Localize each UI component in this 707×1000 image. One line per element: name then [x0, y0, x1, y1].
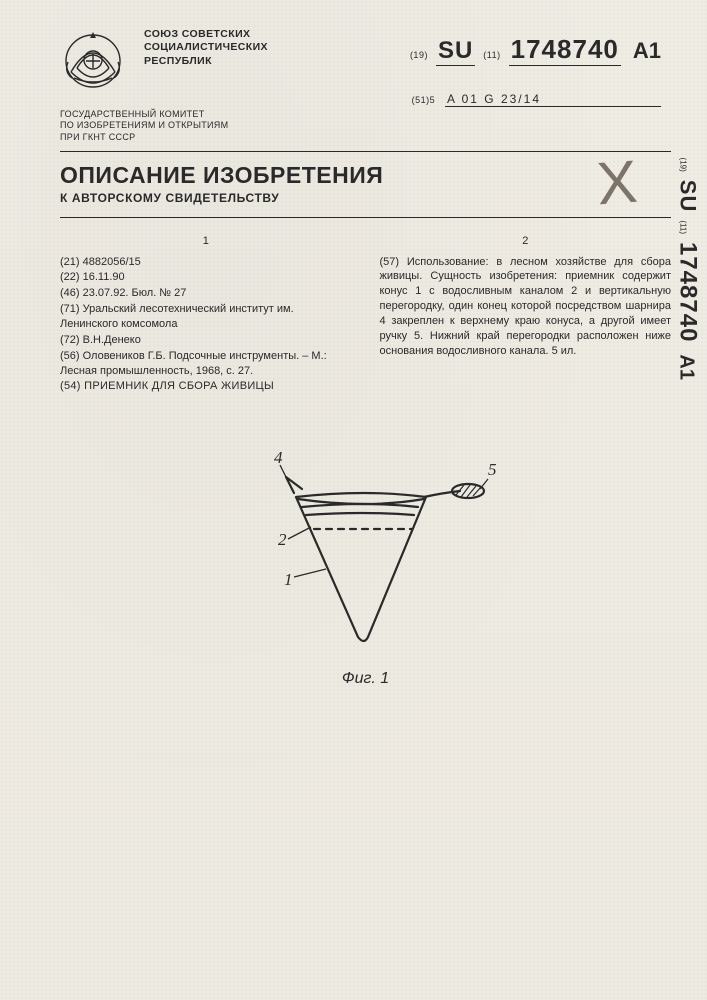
figure-1: 4 2 1 5 Фиг. 1 [60, 449, 671, 688]
field-22: (22) 16.11.90 [60, 270, 352, 285]
field-21: (21) 4882056/15 [60, 255, 352, 270]
side-pubnum: (19) SU (11) 1748740 A1 [673, 158, 701, 380]
abstract-57: (57) Использование: в лесном хозяйстве д… [380, 255, 672, 359]
fig-label-1: 1 [284, 570, 293, 589]
code-19: (19) [410, 50, 428, 60]
divider-mid [60, 217, 671, 218]
fig-label-5: 5 [488, 460, 496, 479]
country-code: SU [436, 37, 475, 66]
side-number: 1748740 [673, 242, 701, 342]
ipc-label: (51)5 [412, 95, 436, 105]
committee-name: ГОСУДАРСТВЕННЫЙ КОМИТЕТПО ИЗОБРЕТЕНИЯМ И… [60, 109, 270, 143]
side-country: SU [674, 180, 700, 213]
field-46: (46) 23.07.92. Бюл. № 27 [60, 286, 352, 301]
state-emblem [60, 28, 126, 95]
col-number-1: 1 [60, 234, 352, 249]
document-title-block: ОПИСАНИЕ ИЗОБРЕТЕНИЯ К АВТОРСКОМУ СВИДЕТ… [60, 162, 671, 205]
publication-number: (19) SU (11) 1748740 A1 [410, 34, 661, 66]
two-column-body: 1 (21) 4882056/15 (22) 16.11.90 (46) 23.… [60, 234, 671, 395]
field-71: (71) Уральский лесотехнический институт … [60, 302, 352, 332]
doc-subtitle: К АВТОРСКОМУ СВИДЕТЕЛЬСТВУ [60, 191, 671, 205]
kind-code: A1 [633, 38, 661, 64]
figure-svg: 4 2 1 5 [236, 449, 496, 659]
pub-number: 1748740 [509, 34, 621, 66]
bibliographic-data: (21) 4882056/15 (22) 16.11.90 (46) 23.07… [60, 255, 352, 395]
fig-label-4: 4 [274, 449, 283, 467]
patent-page: СОЮЗ СОВЕТСКИХСОЦИАЛИСТИЧЕСКИХРЕСПУБЛИК … [0, 0, 707, 1000]
side-code19: (19) [678, 158, 687, 172]
col-number-2: 2 [380, 234, 672, 249]
divider-top [60, 151, 671, 152]
column-right: 2 (57) Использование: в лесном хозяйстве… [380, 234, 672, 395]
doc-title: ОПИСАНИЕ ИЗОБРЕТЕНИЯ [60, 162, 671, 189]
code-11: (11) [483, 50, 500, 60]
fig-label-2: 2 [278, 530, 287, 549]
ipc-classification: (51)5 A 01 G 23/14 [412, 92, 661, 106]
column-left: 1 (21) 4882056/15 (22) 16.11.90 (46) 23.… [60, 234, 352, 395]
side-kind: A1 [674, 354, 697, 380]
field-72: (72) В.Н.Денеко [60, 333, 352, 348]
ipc-code: A 01 G 23/14 [445, 92, 661, 107]
field-56: (56) Оловеников Г.Б. Подсочные инструмен… [60, 349, 352, 379]
figure-caption: Фиг. 1 [60, 670, 671, 688]
issuer-name: СОЮЗ СОВЕТСКИХСОЦИАЛИСТИЧЕСКИХРЕСПУБЛИК [144, 28, 268, 68]
header: СОЮЗ СОВЕТСКИХСОЦИАЛИСТИЧЕСКИХРЕСПУБЛИК … [60, 28, 671, 95]
field-54-invention-title: (54) ПРИЕМНИК ДЛЯ СБОРА ЖИВИЦЫ [60, 379, 352, 394]
side-code11: (11) [678, 220, 687, 234]
